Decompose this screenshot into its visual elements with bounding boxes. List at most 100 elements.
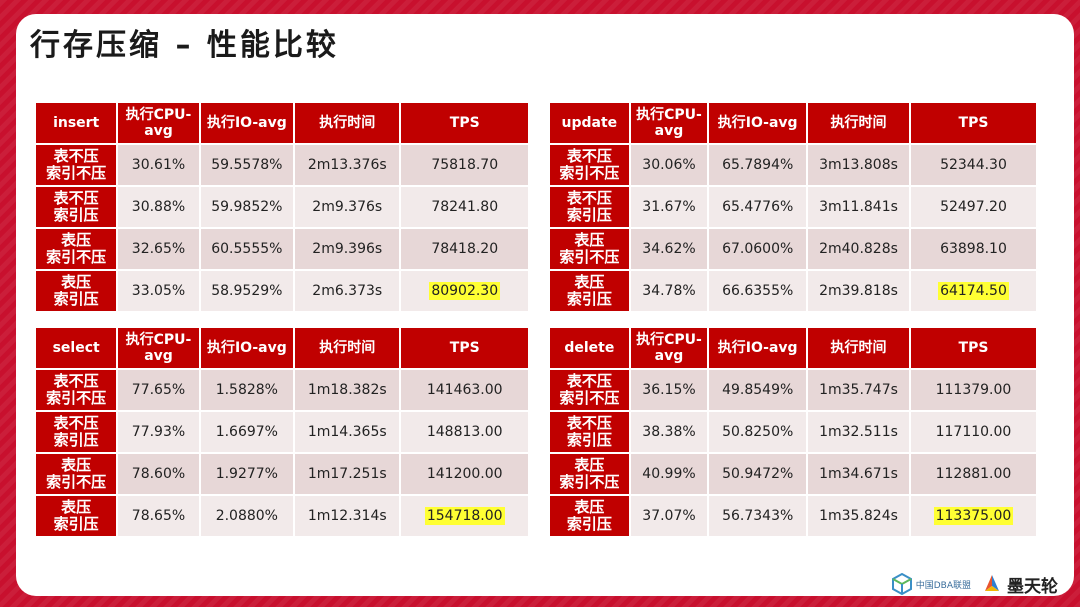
io-cell: 66.6355% <box>709 271 807 311</box>
time-cell: 1m14.365s <box>295 412 400 452</box>
slide-title: 行存压缩 – 性能比较 <box>30 28 339 63</box>
table-row: 表不压 索引不压 30.61% 59.5578% 2m13.376s 75818.… <box>36 145 528 185</box>
table-row: 表压 索引压 78.65% 2.0880% 1m12.314s 154718.00 <box>36 496 528 536</box>
time-cell: 3m11.841s <box>808 187 909 227</box>
io-cell: 56.7343% <box>709 496 807 536</box>
time-cell: 2m9.396s <box>295 229 400 269</box>
table-row: 表压 索引不压 34.62% 67.0600% 2m40.828s 63898.1… <box>550 229 1036 269</box>
row-label: 表压 索引不压 <box>36 454 117 494</box>
cpu-cell: 30.88% <box>118 187 199 227</box>
tps-cell: 117110.00 <box>910 412 1036 452</box>
table-row: 表压 索引压 34.78% 66.6355% 2m39.818s 64174.50 <box>550 271 1036 311</box>
tps-cell: 148813.00 <box>401 412 528 452</box>
dba-alliance-logo: 中国DBA联盟 <box>891 573 971 595</box>
table-row: 表不压 索引压 30.88% 59.9852% 2m9.376s 78241.80 <box>36 187 528 227</box>
cpu-cell: 77.65% <box>118 370 199 410</box>
table-name-header: delete <box>550 328 629 368</box>
time-cell: 3m13.808s <box>808 145 909 185</box>
best-tps-highlight: 154718.00 <box>424 507 505 525</box>
cpu-cell: 38.38% <box>630 412 708 452</box>
io-cell: 67.0600% <box>709 229 807 269</box>
table-row: 表不压 索引不压 77.65% 1.5828% 1m18.382s 141463.… <box>36 370 528 410</box>
tps-cell: 113375.00 <box>910 496 1036 536</box>
row-label: 表不压 索引不压 <box>550 145 629 185</box>
select-table: select 执行CPU-avg 执行IO-avg 执行时间 TPS 表不压 索引… <box>34 326 530 538</box>
table-name-header: insert <box>36 103 117 143</box>
col-header-cpu: 执行CPU-avg <box>118 103 199 143</box>
row-label: 表压 索引压 <box>36 271 117 311</box>
update-table: update 执行CPU-avg 执行IO-avg 执行时间 TPS 表不压 索引… <box>548 101 1038 313</box>
tps-cell: 78241.80 <box>401 187 528 227</box>
cpu-cell: 40.99% <box>630 454 708 494</box>
tps-cell: 111379.00 <box>910 370 1036 410</box>
row-label: 表压 索引不压 <box>550 454 629 494</box>
col-header-tps: TPS <box>401 103 528 143</box>
modb-wheel-icon <box>985 575 999 591</box>
col-header-time: 执行时间 <box>808 103 909 143</box>
footer-logos: 中国DBA联盟 墨天轮 <box>891 569 1058 599</box>
time-cell: 2m39.818s <box>808 271 909 311</box>
table-row: 表压 索引不压 40.99% 50.9472% 1m34.671s 112881.… <box>550 454 1036 494</box>
io-cell: 60.5555% <box>200 229 294 269</box>
tps-cell: 78418.20 <box>401 229 528 269</box>
row-label: 表不压 索引压 <box>550 187 629 227</box>
modb-logo: 墨天轮 <box>981 572 1058 597</box>
row-label: 表压 索引不压 <box>36 229 117 269</box>
time-cell: 1m34.671s <box>808 454 909 494</box>
col-header-tps: TPS <box>910 103 1036 143</box>
tps-cell: 64174.50 <box>910 271 1036 311</box>
col-header-io: 执行IO-avg <box>200 103 294 143</box>
table-row: 表不压 索引压 38.38% 50.8250% 1m32.511s 117110.… <box>550 412 1036 452</box>
col-header-tps: TPS <box>401 328 528 368</box>
cpu-cell: 32.65% <box>118 229 199 269</box>
tps-cell: 80902.30 <box>401 271 528 311</box>
row-label: 表不压 索引不压 <box>36 145 117 185</box>
time-cell: 1m32.511s <box>808 412 909 452</box>
col-header-time: 执行时间 <box>808 328 909 368</box>
io-cell: 59.5578% <box>200 145 294 185</box>
col-header-io: 执行IO-avg <box>709 103 807 143</box>
time-cell: 1m17.251s <box>295 454 400 494</box>
col-header-io: 执行IO-avg <box>200 328 294 368</box>
table-row: 表压 索引压 37.07% 56.7343% 1m35.824s 113375.0… <box>550 496 1036 536</box>
col-header-time: 执行时间 <box>295 328 400 368</box>
time-cell: 1m18.382s <box>295 370 400 410</box>
io-cell: 49.8549% <box>709 370 807 410</box>
row-label: 表不压 索引压 <box>550 412 629 452</box>
time-cell: 1m12.314s <box>295 496 400 536</box>
row-label: 表不压 索引不压 <box>550 370 629 410</box>
row-label: 表不压 索引压 <box>36 187 117 227</box>
cpu-cell: 31.67% <box>630 187 708 227</box>
io-cell: 59.9852% <box>200 187 294 227</box>
cpu-cell: 78.65% <box>118 496 199 536</box>
tps-cell: 52497.20 <box>910 187 1036 227</box>
io-cell: 58.9529% <box>200 271 294 311</box>
cpu-cell: 36.15% <box>630 370 708 410</box>
insert-table: insert 执行CPU-avg 执行IO-avg 执行时间 TPS 表不压 索引… <box>34 101 530 313</box>
tps-cell: 112881.00 <box>910 454 1036 494</box>
col-header-tps: TPS <box>910 328 1036 368</box>
row-label: 表不压 索引不压 <box>36 370 117 410</box>
table-row: 表不压 索引不压 36.15% 49.8549% 1m35.747s 111379… <box>550 370 1036 410</box>
cpu-cell: 34.62% <box>630 229 708 269</box>
io-cell: 50.9472% <box>709 454 807 494</box>
dba-alliance-text: 中国DBA联盟 <box>915 580 971 591</box>
dba-cube-icon <box>891 573 912 595</box>
table-row: 表压 索引不压 78.60% 1.9277% 1m17.251s 141200.0… <box>36 454 528 494</box>
best-tps-highlight: 113375.00 <box>933 507 1014 525</box>
cpu-cell: 33.05% <box>118 271 199 311</box>
time-cell: 1m35.747s <box>808 370 909 410</box>
best-tps-highlight: 80902.30 <box>429 282 501 300</box>
time-cell: 2m9.376s <box>295 187 400 227</box>
cpu-cell: 34.78% <box>630 271 708 311</box>
cpu-cell: 78.60% <box>118 454 199 494</box>
col-header-cpu: 执行CPU-avg <box>630 328 708 368</box>
row-label: 表压 索引压 <box>36 496 117 536</box>
io-cell: 1.9277% <box>200 454 294 494</box>
cpu-cell: 30.06% <box>630 145 708 185</box>
time-cell: 2m13.376s <box>295 145 400 185</box>
col-header-io: 执行IO-avg <box>709 328 807 368</box>
modb-text: 墨天轮 <box>1007 576 1058 597</box>
io-cell: 2.0880% <box>200 496 294 536</box>
col-header-cpu: 执行CPU-avg <box>118 328 199 368</box>
